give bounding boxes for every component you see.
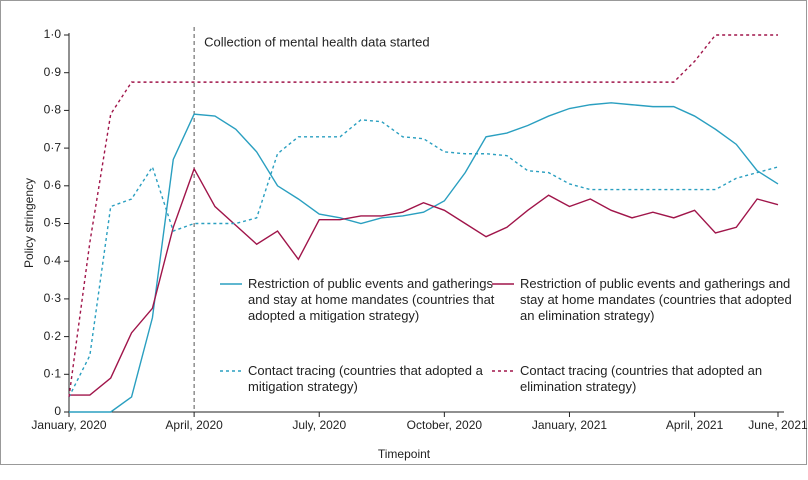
frame [0,0,807,465]
y-axis-label: Policy stringency [22,178,36,268]
legend-entry: Contact tracing (countries that adopted … [248,363,483,394]
legend-label: Restriction of public events and gatheri… [520,276,792,323]
annotation: Collection of mental health data started [204,34,429,49]
y-tick-label: 1·0 [44,27,62,41]
y-tick-label: 0·5 [44,216,62,230]
series-line [68,119,779,398]
y-tick-label: 0·7 [44,140,62,154]
y-tick-label: 0·2 [44,329,62,343]
y-tick-label: 0 [54,404,61,418]
x-axis-label: Timepoint [378,447,431,461]
y-tick-label: 0·8 [44,103,62,117]
legend-entry: Restriction of public events and gatheri… [520,276,792,323]
y-tick-label: 0·4 [44,253,62,267]
x-tick-label: April, 2021 [666,418,724,432]
y-tick-label: 0·1 [44,366,62,380]
y-tick-label: 0·3 [44,291,62,305]
x-tick-label: January, 2021 [532,418,607,432]
y-tick-label: 0·9 [44,65,62,79]
legend-label: Contact tracing (countries that adopted … [248,363,483,394]
legend-label: Contact tracing (countries that adopted … [520,363,763,394]
x-tick-label: June, 2021 [748,418,808,432]
x-tick-label: April, 2020 [165,418,223,432]
legend-entry: Restriction of public events and gatheri… [248,276,495,323]
series-line [69,167,779,396]
x-tick-label: July, 2020 [292,418,346,432]
x-tick-label: October, 2020 [407,418,483,432]
legend-entry: Contact tracing (countries that adopted … [520,363,763,394]
series-line [68,34,778,398]
y-tick-label: 0·6 [44,178,62,192]
legend-label: Restriction of public events and gatheri… [248,276,495,323]
series-line [69,102,779,413]
x-tick-label: January, 2020 [31,418,106,432]
